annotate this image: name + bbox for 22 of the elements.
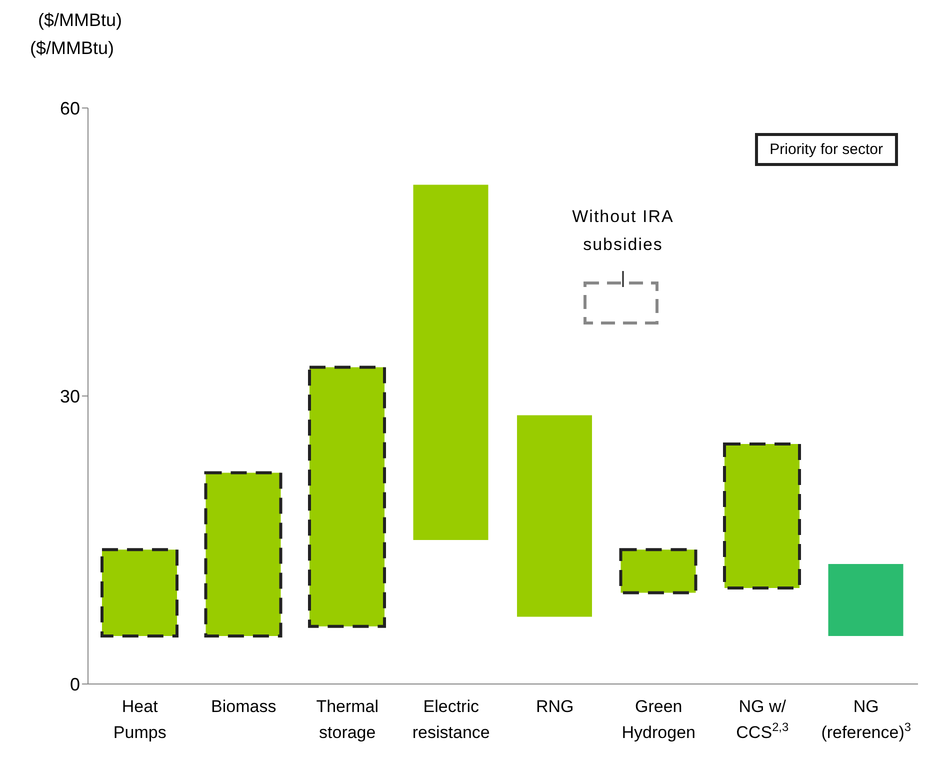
bar — [100, 548, 178, 638]
annotation: Without IRA subsidies — [572, 207, 674, 254]
bar — [204, 471, 282, 638]
x-tick-label: RNG — [536, 697, 574, 716]
annotation: Priority for sector — [770, 141, 883, 158]
x-tick-label: Biomass — [211, 697, 276, 716]
bar — [308, 366, 386, 628]
x-tick-label: Green Hydrogen — [622, 697, 696, 742]
y-tick-label: 60 — [60, 98, 80, 118]
bar — [517, 415, 592, 617]
y-tick-label: 30 — [60, 386, 80, 406]
bar — [619, 548, 698, 594]
chart-title: ($/MMBtu) — [38, 10, 122, 30]
bar — [723, 442, 801, 590]
x-tick-label: Electric resistance — [412, 697, 490, 742]
x-tick-label: Thermal storage — [316, 697, 379, 742]
bar — [413, 184, 488, 540]
x-tick-label: NG (reference)$^{3}$ — [821, 697, 912, 742]
x-tick-label: NG w/ CCS$^{2,3}$ — [736, 697, 789, 742]
x-tick-label: Heat Pumps — [113, 697, 166, 742]
y-tick-label: 0 — [70, 674, 80, 694]
y-axis-title: ($/MMBtu) — [30, 38, 114, 58]
